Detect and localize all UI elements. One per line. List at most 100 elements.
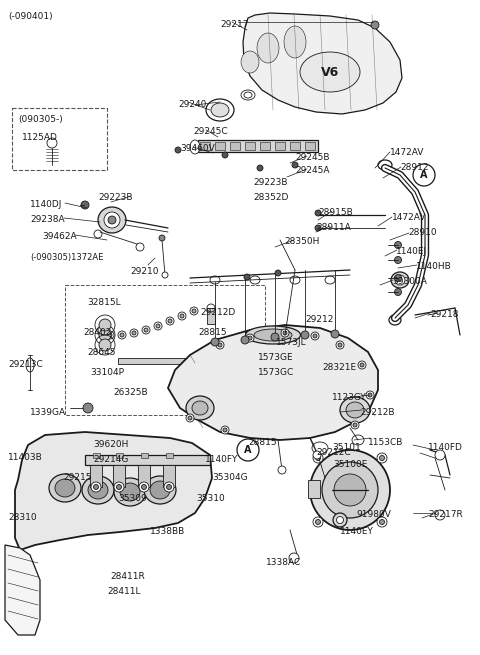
Ellipse shape [312, 442, 328, 454]
Circle shape [353, 423, 357, 427]
Text: 29210: 29210 [130, 267, 158, 276]
Text: 1140HB: 1140HB [416, 262, 452, 271]
Text: A: A [420, 170, 428, 180]
Circle shape [281, 329, 289, 337]
Circle shape [358, 361, 366, 369]
Text: 35304G: 35304G [212, 473, 248, 482]
Text: (090305-): (090305-) [18, 115, 63, 124]
Text: 29212C: 29212C [316, 448, 350, 457]
Circle shape [142, 326, 150, 334]
Circle shape [380, 455, 384, 460]
Text: 28915B: 28915B [318, 208, 353, 217]
Circle shape [142, 485, 146, 489]
Ellipse shape [254, 329, 292, 341]
Ellipse shape [340, 397, 370, 423]
Bar [85, 455, 210, 465]
Circle shape [175, 147, 181, 153]
Ellipse shape [346, 402, 364, 418]
Ellipse shape [322, 462, 378, 518]
Text: 39462A: 39462A [42, 232, 77, 241]
Text: 26325B: 26325B [113, 388, 148, 397]
Circle shape [351, 421, 359, 429]
Circle shape [371, 21, 379, 29]
Text: 91980V: 91980V [356, 510, 391, 519]
Bar [65, 285, 265, 415]
Circle shape [395, 288, 401, 295]
Text: 28402: 28402 [83, 328, 111, 337]
Text: 1140EJ: 1140EJ [396, 247, 427, 256]
Ellipse shape [352, 435, 364, 445]
Circle shape [118, 331, 126, 339]
Ellipse shape [88, 481, 108, 499]
Ellipse shape [114, 478, 146, 506]
Circle shape [368, 393, 372, 397]
Circle shape [156, 324, 160, 328]
Ellipse shape [108, 216, 116, 224]
Text: 1140DJ: 1140DJ [30, 200, 62, 209]
Ellipse shape [98, 207, 126, 233]
Circle shape [313, 517, 323, 527]
Bar [12, 108, 107, 170]
Circle shape [162, 272, 168, 278]
Text: 29223B: 29223B [98, 193, 132, 202]
Ellipse shape [250, 276, 260, 284]
Circle shape [223, 428, 227, 432]
Ellipse shape [192, 401, 208, 415]
Bar [200, 142, 210, 150]
Text: 35100E: 35100E [333, 460, 367, 469]
Circle shape [315, 225, 321, 231]
Text: 1573GC: 1573GC [258, 368, 294, 377]
Circle shape [246, 334, 254, 342]
Ellipse shape [334, 474, 366, 506]
Circle shape [167, 485, 171, 489]
Circle shape [380, 519, 384, 525]
Text: 1338AC: 1338AC [266, 558, 301, 567]
Circle shape [144, 328, 148, 332]
Ellipse shape [120, 483, 140, 501]
Ellipse shape [389, 315, 401, 325]
Ellipse shape [190, 140, 200, 154]
Circle shape [241, 336, 249, 344]
Circle shape [186, 414, 194, 422]
Bar [245, 142, 255, 150]
Circle shape [278, 466, 286, 474]
Text: 28645: 28645 [87, 348, 116, 357]
Text: A: A [244, 445, 252, 455]
Circle shape [248, 336, 252, 340]
Circle shape [435, 510, 445, 520]
Text: 1140FY: 1140FY [205, 455, 239, 464]
Bar [90, 465, 102, 487]
Text: 11403B: 11403B [8, 453, 43, 462]
Text: 1472AV: 1472AV [390, 148, 424, 157]
Circle shape [413, 164, 435, 186]
Circle shape [313, 453, 323, 463]
Ellipse shape [186, 396, 214, 420]
Text: 1140FD: 1140FD [428, 443, 463, 452]
Circle shape [136, 243, 144, 251]
Circle shape [120, 333, 124, 337]
Bar [260, 142, 270, 150]
Circle shape [218, 343, 222, 347]
Text: V6: V6 [321, 66, 339, 79]
Ellipse shape [210, 276, 220, 284]
Text: 28911A: 28911A [316, 223, 351, 232]
Ellipse shape [144, 476, 176, 504]
Text: 29214G: 29214G [93, 455, 128, 464]
Bar [118, 358, 200, 364]
Bar [163, 465, 175, 487]
Circle shape [435, 450, 445, 460]
Ellipse shape [206, 99, 234, 121]
Circle shape [257, 165, 263, 171]
Text: 1573JL: 1573JL [276, 338, 307, 347]
Bar [166, 453, 173, 458]
Ellipse shape [325, 276, 335, 284]
Circle shape [244, 274, 250, 280]
Text: 29245A: 29245A [295, 166, 329, 175]
Text: 1125AD: 1125AD [22, 133, 58, 142]
Bar [113, 465, 125, 487]
Circle shape [313, 334, 317, 338]
Circle shape [159, 235, 165, 241]
Circle shape [395, 242, 401, 248]
Bar [215, 142, 225, 150]
Ellipse shape [310, 450, 390, 530]
